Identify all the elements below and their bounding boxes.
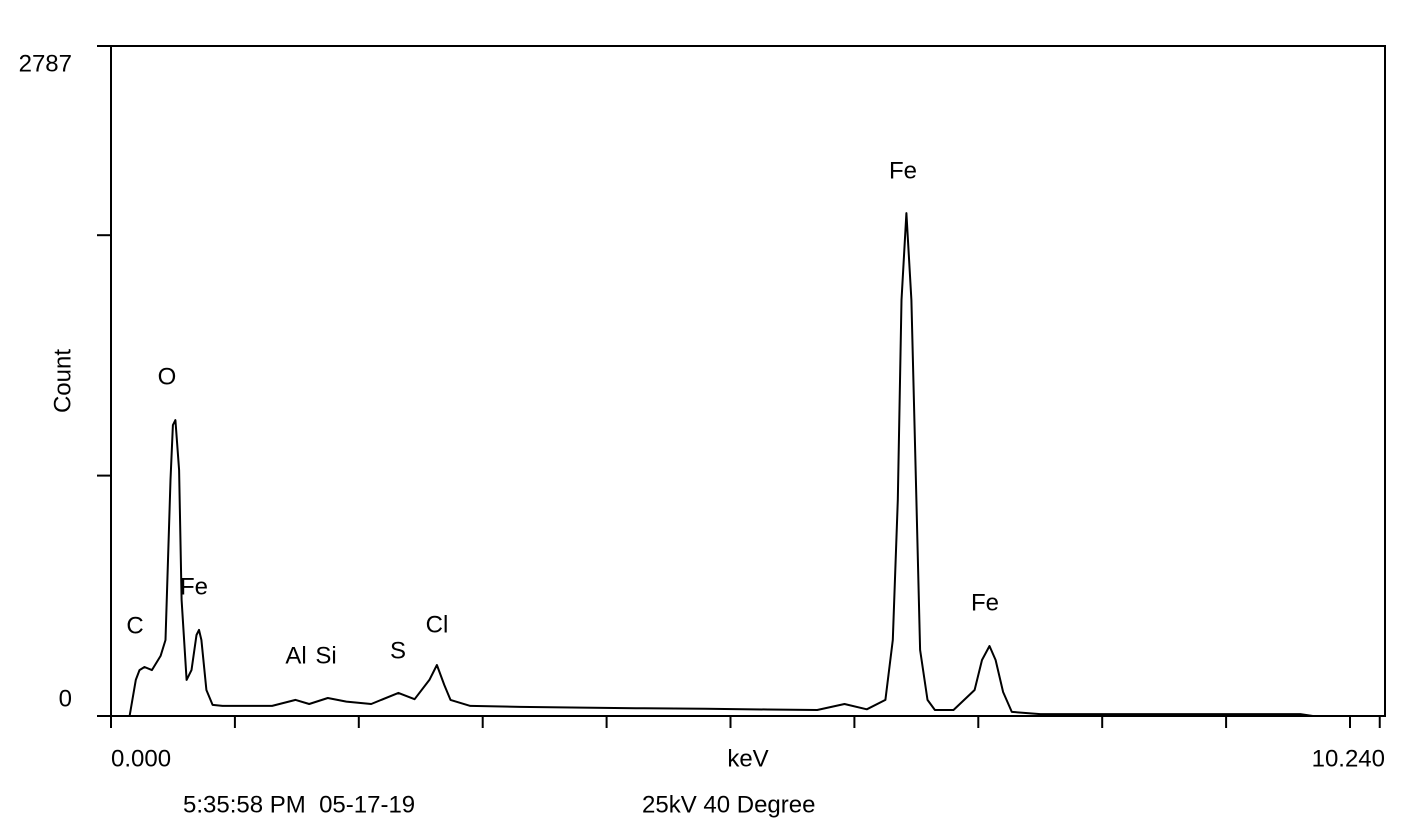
spectrum-line [128, 212, 1380, 717]
peak-label: C [126, 612, 143, 639]
x-tick-label: 0.000 [111, 745, 171, 772]
peak-label: Si [315, 642, 336, 669]
plot-frame [110, 45, 1386, 717]
peak-label: Cl [426, 611, 449, 638]
peak-label: Fe [180, 573, 208, 600]
peak-label: Fe [971, 589, 999, 616]
peak-label: Fe [889, 157, 917, 184]
peak-label: O [158, 363, 177, 390]
timestamp: 5:35:58 PM 05-17-19 [183, 791, 415, 818]
y-axis-label: Count [49, 349, 76, 413]
y-tick-label: 0 [59, 685, 72, 712]
x-axis-label: keV [727, 745, 768, 772]
y-tick-label: 2787 [19, 50, 72, 77]
peak-label: Al [285, 642, 306, 669]
x-tick-label: 10.240 [1312, 745, 1385, 772]
conditions: 25kV 40 Degree [642, 791, 815, 818]
peak-label: S [390, 637, 406, 664]
